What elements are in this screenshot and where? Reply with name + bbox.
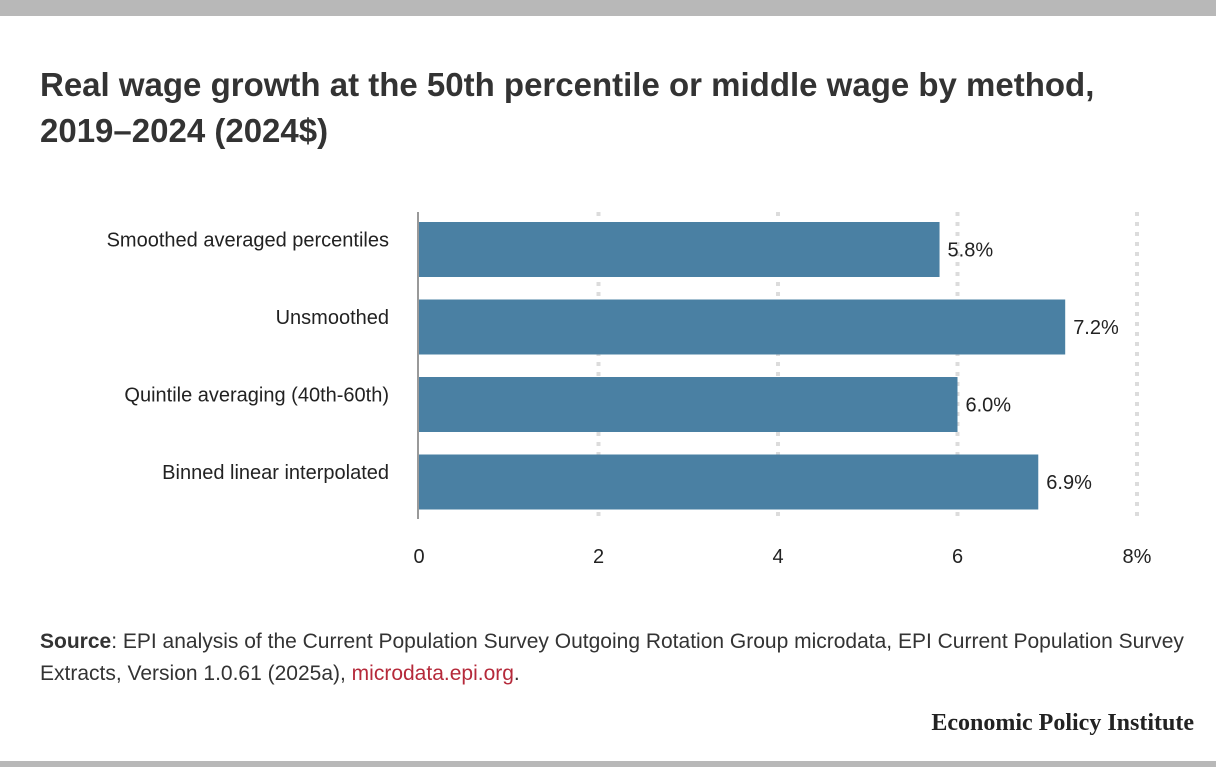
x-tick-label: 8% xyxy=(1123,546,1152,568)
bar-chart: 5.8% 7.2% 6.0% 6.9% Smoothed averaged perce… xyxy=(107,212,1152,568)
bar xyxy=(419,377,958,432)
bar xyxy=(419,222,940,277)
data-label: 7.2% xyxy=(1073,317,1119,339)
top-border xyxy=(0,0,1216,16)
source-end: . xyxy=(513,662,520,685)
category-label: Unsmoothed xyxy=(276,307,389,329)
category-labels: Smoothed averaged percentiles Unsmoothed Q… xyxy=(107,230,389,485)
chart-title: Real wage growth at the 50th percentile … xyxy=(40,66,1095,149)
x-tick-label: 2 xyxy=(593,546,604,568)
epi-logo: Economic Policy Institute xyxy=(931,710,1194,736)
data-labels: 5.8% 7.2% 6.0% 6.9% xyxy=(948,240,1119,495)
x-tick-label: 0 xyxy=(413,546,424,568)
x-tick-label: 4 xyxy=(772,546,783,568)
source-note: Source: EPI analysis of the Current Popu… xyxy=(40,626,1190,690)
data-label: 6.9% xyxy=(1046,472,1092,494)
category-label: Smoothed averaged percentiles xyxy=(107,230,389,252)
x-axis-tick-labels: 0 2 4 6 8% xyxy=(413,546,1151,568)
source-text: : EPI analysis of the Current Population… xyxy=(40,630,1184,685)
category-label: Binned linear interpolated xyxy=(162,462,389,484)
bar xyxy=(419,454,1039,510)
source-link[interactable]: microdata.epi.org xyxy=(351,662,514,685)
bar xyxy=(419,299,1066,355)
data-label: 5.8% xyxy=(948,240,994,262)
bottom-border xyxy=(0,761,1216,767)
x-tick-label: 6 xyxy=(952,546,963,568)
source-label: Source xyxy=(40,630,112,653)
category-label: Quintile averaging (40th-60th) xyxy=(124,385,389,407)
bars xyxy=(419,222,1066,510)
data-label: 6.0% xyxy=(966,395,1012,417)
